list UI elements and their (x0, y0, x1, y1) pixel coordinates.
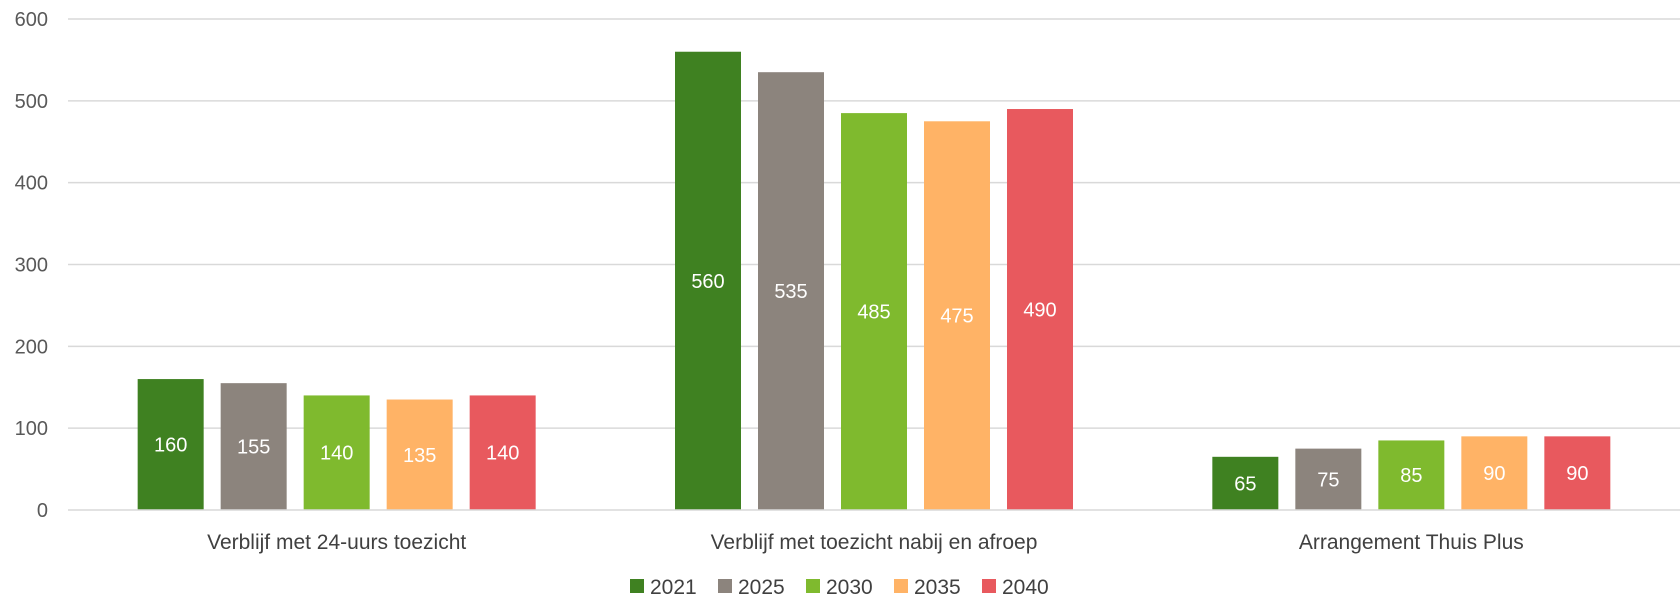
data-label: 75 (1317, 469, 1339, 491)
legend: 2021 2025 2030 2035 2040 (630, 576, 1049, 599)
data-label: 135 (403, 445, 436, 467)
bar (1212, 456, 1279, 510)
bar (303, 395, 370, 510)
bar (675, 51, 741, 510)
y-tick-label: 600 (15, 9, 48, 31)
x-category-label: Verblijf met 24-uurs toezicht (207, 531, 466, 554)
data-label: 90 (1566, 463, 1588, 485)
bar (1461, 436, 1528, 510)
y-axis: 0 100 200 300 400 500 600 (15, 9, 48, 522)
data-label: 90 (1483, 463, 1505, 485)
data-label: 140 (320, 443, 353, 465)
data-label: 85 (1400, 465, 1422, 487)
y-tick-label: 500 (15, 91, 48, 113)
bars: 160 155 140 135 140 560 535 485 475 490 65 75 85 90 90 (137, 51, 1611, 511)
data-label: 490 (1023, 300, 1056, 322)
x-category-label: Verblijf met toezicht nabij en afroep (711, 531, 1038, 554)
data-label: 535 (774, 281, 807, 303)
bar (1007, 109, 1073, 511)
y-tick-label: 0 (37, 500, 48, 522)
data-label: 65 (1234, 473, 1256, 495)
data-label: 560 (691, 271, 724, 293)
data-label: 160 (154, 435, 187, 457)
bar (1544, 436, 1611, 510)
bar (841, 113, 907, 510)
y-tick-label: 100 (15, 418, 48, 440)
x-category-label: Arrangement Thuis Plus (1299, 531, 1524, 554)
bar (469, 395, 536, 510)
y-tick-label: 400 (15, 173, 48, 195)
data-label: 155 (237, 437, 270, 459)
legend-swatch (718, 579, 732, 593)
data-label: 485 (857, 302, 890, 324)
data-label: 475 (940, 306, 973, 328)
legend-label: 2035 (914, 576, 961, 599)
bar (137, 379, 204, 510)
bar (1378, 440, 1445, 510)
legend-swatch (894, 579, 908, 593)
bar (220, 383, 287, 510)
legend-swatch (806, 579, 820, 593)
data-label: 140 (486, 443, 519, 465)
legend-swatch (982, 579, 996, 593)
legend-swatch (630, 579, 644, 593)
y-tick-label: 300 (15, 255, 48, 277)
y-tick-label: 200 (15, 336, 48, 358)
bar (386, 399, 453, 510)
legend-label: 2025 (738, 576, 785, 599)
bar (758, 72, 824, 511)
bar (1295, 448, 1362, 510)
legend-label: 2021 (650, 576, 697, 599)
legend-label: 2030 (826, 576, 873, 599)
x-axis: Verblijf met 24-uurs toezicht Verblijf me… (68, 509, 1680, 554)
bar (924, 121, 990, 511)
legend-label: 2040 (1002, 576, 1049, 599)
